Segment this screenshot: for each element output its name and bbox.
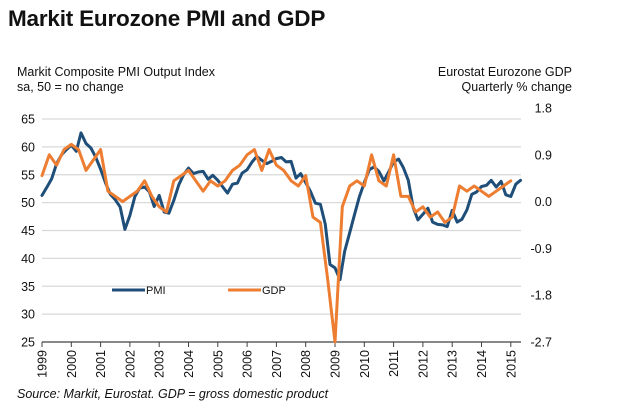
left-axis-title: Markit Composite PMI Output Index sa, 50… — [17, 65, 215, 95]
y-tick-label: 60 — [21, 140, 35, 154]
right-axis-title: Eurostat Eurozone GDP Quarterly % change — [438, 65, 572, 95]
x-axis: 1999 2000 2001 2002 2003 2004 2005 2006 2007 2008… — [36, 341, 521, 378]
series-layer — [40, 131, 522, 344]
y-tick-label: 30 — [21, 308, 35, 322]
x-tick-label: 2002 — [123, 350, 137, 378]
y-tick-label: 45 — [21, 224, 35, 238]
series-line-pmi — [40, 131, 522, 282]
legend-label-pmi: PMI — [146, 285, 166, 297]
y2-tick-label: 0.0 — [535, 195, 552, 209]
x-tick-label: 2006 — [241, 350, 255, 378]
y2-tick-label: -1.8 — [530, 289, 552, 303]
y-tick-label: 50 — [21, 196, 35, 210]
chart-title: Markit Eurozone PMI and GDP — [8, 6, 326, 31]
x-tick-label: 2015 — [504, 350, 518, 378]
right-axis-title-line1: Eurostat Eurozone GDP — [437, 65, 572, 79]
x-tick-label: 2004 — [182, 350, 196, 378]
y-tick-label: 35 — [21, 280, 35, 294]
legend: PMI GDP — [112, 285, 286, 297]
x-tick-label: 1999 — [36, 350, 50, 378]
right-axis-title-line2: Quarterly % change — [461, 80, 572, 94]
y2-tick-label: 1.8 — [535, 102, 552, 116]
x-tick-label: 2001 — [94, 350, 108, 378]
x-tick-label: 2003 — [153, 350, 167, 378]
series-line-gdp — [40, 142, 513, 344]
x-tick-label: 2000 — [65, 350, 79, 378]
x-tick-label: 2005 — [211, 350, 225, 378]
x-tick-label: 2014 — [475, 350, 489, 378]
x-tick-label: 2011 — [387, 350, 401, 377]
x-tick-label: 2009 — [329, 350, 343, 378]
y-tick-label: 65 — [21, 113, 35, 127]
left-axis-title-line2: sa, 50 = no change — [17, 80, 124, 94]
y2-tick-label: 0.9 — [535, 148, 552, 162]
x-tick-label: 2010 — [358, 350, 372, 378]
y2-tick-label: -0.9 — [530, 242, 552, 256]
x-tick-label: 2007 — [270, 350, 284, 378]
right-y-axis: 1.8 0.9 0.0 -0.9 -1.8 -2.7 — [530, 102, 552, 350]
source-note: Source: Markit, Eurostat. GDP = gross do… — [17, 387, 329, 401]
legend-label-gdp: GDP — [262, 285, 286, 297]
y-tick-label: 25 — [21, 336, 35, 350]
left-y-axis: 65 60 55 50 45 40 35 30 25 — [21, 113, 35, 350]
y-tick-label: 40 — [21, 252, 35, 266]
y2-tick-label: -2.7 — [530, 336, 552, 350]
left-axis-title-line1: Markit Composite PMI Output Index — [17, 65, 215, 79]
x-tick-label: 2012 — [416, 350, 430, 378]
x-tick-label: 2008 — [299, 350, 313, 378]
x-tick-label: 2013 — [446, 350, 460, 378]
y-tick-label: 55 — [21, 168, 35, 182]
